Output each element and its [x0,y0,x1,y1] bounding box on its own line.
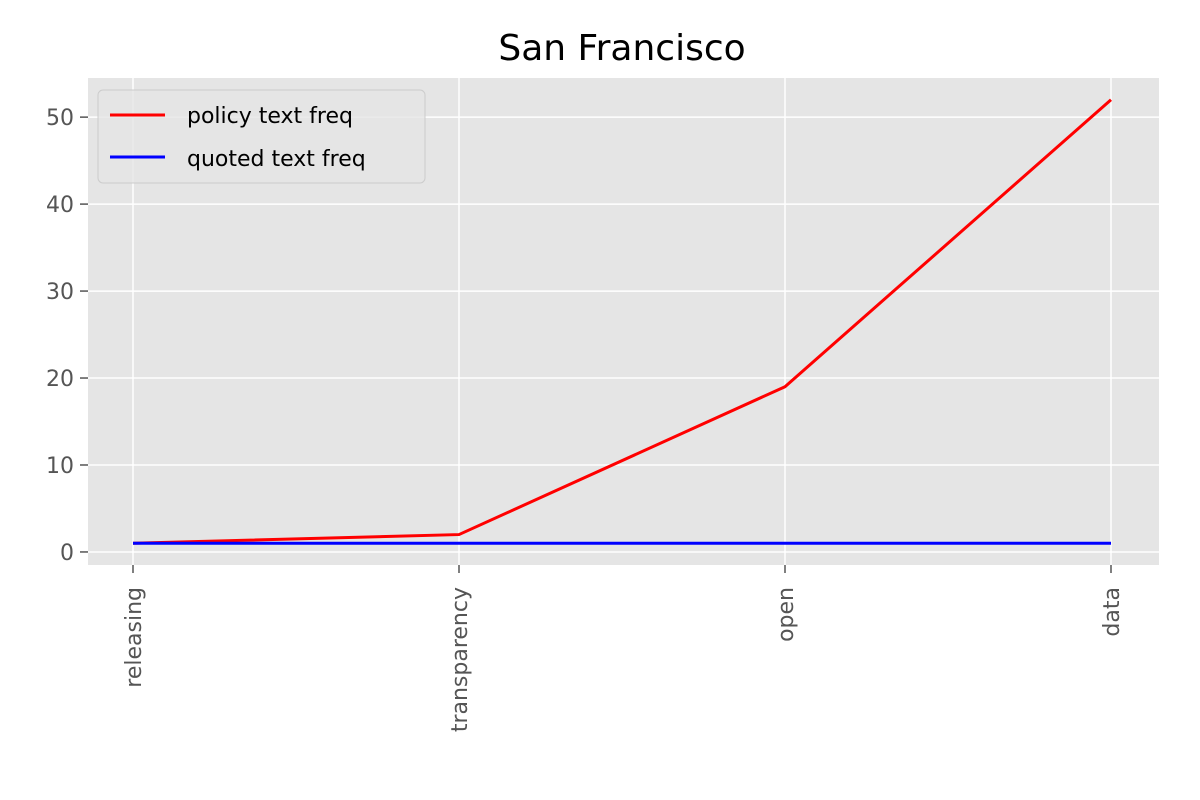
y-tick-label: 30 [46,280,74,305]
x-tick-label: open [774,587,799,642]
x-axis: releasing transparency open data [122,565,1125,732]
y-axis: 0 10 20 30 40 50 [46,106,88,566]
legend-box [97,89,426,184]
y-tick-label: 40 [46,193,74,218]
legend-label-policy: policy text freq [187,104,353,129]
x-tick-label: data [1100,587,1125,637]
legend-label-quoted: quoted text freq [187,147,366,172]
y-tick-label: 20 [46,367,74,392]
gridlines [88,78,1159,565]
x-tick-label: releasing [122,587,147,688]
y-tick-label: 10 [46,454,74,479]
y-tick-label: 50 [46,106,74,131]
y-tick-label: 0 [60,541,74,566]
series-lines [132,98,1112,545]
series-line-policy [132,98,1112,545]
x-tick-label: transparency [448,587,473,732]
chart-title: San Francisco [498,28,745,69]
legend: policy text freq quoted text freq [97,89,426,184]
